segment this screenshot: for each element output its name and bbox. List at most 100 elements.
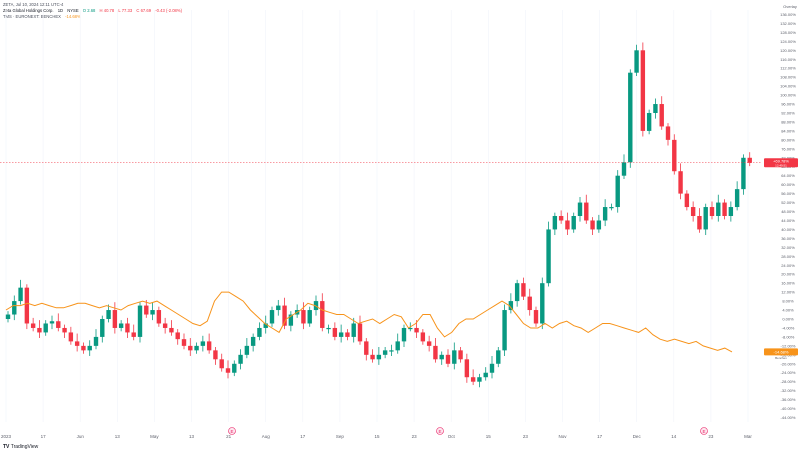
price-axis-label: 76.00% bbox=[781, 146, 795, 151]
symbol-legend[interactable]: Zeta Global Holdings Corp. 1D NYSE O 2.6… bbox=[3, 8, 185, 13]
candle-body bbox=[389, 350, 394, 352]
candle-body bbox=[244, 345, 250, 355]
earnings-event-icon[interactable]: E bbox=[700, 427, 708, 435]
candles bbox=[5, 42, 752, 388]
price-axis[interactable] bbox=[762, 0, 800, 453]
compare-line bbox=[5, 291, 733, 353]
candle-body bbox=[68, 332, 74, 342]
price-axis-label: 16.00% bbox=[781, 281, 795, 286]
candle-body bbox=[464, 359, 470, 378]
candle-body bbox=[426, 341, 432, 346]
svg-text:E: E bbox=[702, 429, 705, 434]
time-axis-label: May bbox=[150, 434, 159, 439]
time-axis-label: 23 bbox=[708, 434, 714, 439]
candle-body bbox=[100, 319, 105, 337]
candle-body bbox=[439, 354, 444, 360]
candle-body bbox=[43, 323, 48, 333]
current-price-badge bbox=[764, 158, 798, 168]
compare-name: TMS · EURONEXT: BENCHEX bbox=[3, 14, 61, 19]
candle-body bbox=[678, 171, 683, 194]
candle-body bbox=[24, 287, 30, 324]
time-axis-label: 13 bbox=[189, 434, 195, 439]
price-axis-label: 20.00% bbox=[781, 272, 795, 277]
time-axis-label: Nov bbox=[558, 434, 567, 439]
ohlc-low: L 77.33 bbox=[118, 8, 133, 13]
price-axis-label: 60.00% bbox=[781, 182, 795, 187]
candle-body bbox=[376, 354, 382, 360]
price-axis-label: 136.00% bbox=[780, 12, 796, 17]
candle-body bbox=[609, 207, 614, 209]
compare-value-badge bbox=[764, 348, 798, 356]
tradingview-logo-icon: TV bbox=[3, 444, 10, 450]
candle-body bbox=[351, 323, 356, 337]
candle-body bbox=[250, 336, 256, 346]
candle-body bbox=[420, 332, 426, 342]
candle-body bbox=[697, 216, 702, 230]
time-axis-label: Aug bbox=[262, 434, 271, 439]
earnings-event-icon[interactable]: E bbox=[228, 427, 236, 435]
candle-body bbox=[602, 207, 608, 221]
candle-body bbox=[225, 368, 231, 373]
candle-body bbox=[741, 157, 746, 190]
price-axis-label: -20.00% bbox=[781, 361, 796, 366]
candle-body bbox=[345, 332, 350, 337]
candle-body bbox=[558, 216, 564, 221]
compare-value-label: Benchex bbox=[775, 356, 787, 360]
candle-body bbox=[56, 321, 61, 328]
price-axis-label: 92.00% bbox=[781, 111, 795, 116]
candle-body bbox=[489, 363, 495, 373]
candle-body bbox=[150, 310, 155, 315]
candle-body bbox=[112, 310, 118, 328]
compare-value-text: -14.68% bbox=[774, 349, 789, 354]
candle-body bbox=[665, 126, 671, 140]
candle-body bbox=[93, 336, 99, 346]
candle-body bbox=[364, 341, 369, 355]
price-axis-label: 12.00% bbox=[781, 290, 795, 295]
tradingview-logo[interactable]: TV TradingView bbox=[3, 444, 38, 450]
candle-body bbox=[470, 377, 476, 382]
candle-body bbox=[433, 345, 438, 360]
price-axis-label: 72.00% bbox=[781, 155, 795, 160]
price-axis-label: -32.00% bbox=[781, 388, 796, 393]
ohlc-open: O 2.68 bbox=[82, 8, 96, 13]
candle-body bbox=[395, 341, 400, 351]
candle-body bbox=[118, 323, 124, 328]
svg-text:E: E bbox=[230, 429, 233, 434]
compare-legend[interactable]: TMS · EURONEXT: BENCHEX -14.68% bbox=[3, 14, 84, 19]
candle-body bbox=[747, 157, 752, 163]
price-axis-label: 52.00% bbox=[781, 200, 795, 205]
scale-mode-label[interactable]: Overlay bbox=[783, 4, 797, 9]
candle-body bbox=[144, 305, 149, 315]
candle-body bbox=[332, 327, 338, 337]
candle-body bbox=[87, 345, 92, 351]
candle-body bbox=[162, 323, 168, 328]
candle-body bbox=[496, 350, 501, 364]
candle-body bbox=[458, 350, 463, 360]
price-axis-label: -24.00% bbox=[781, 370, 796, 375]
candle-body bbox=[238, 354, 243, 364]
price-axis-label: 56.00% bbox=[781, 191, 795, 196]
candle-body bbox=[301, 310, 306, 324]
symbol-interval: 1D bbox=[57, 8, 64, 13]
candle-body bbox=[483, 372, 488, 378]
candle-body bbox=[181, 339, 187, 346]
candle-body bbox=[672, 139, 677, 172]
candle-body bbox=[508, 301, 514, 311]
candle-body bbox=[382, 350, 388, 355]
candle-body bbox=[30, 323, 36, 328]
time-axis-label: Oct bbox=[448, 434, 456, 439]
candle-body bbox=[5, 314, 11, 319]
candle-body bbox=[401, 327, 407, 342]
candle-body bbox=[546, 229, 551, 284]
candle-body bbox=[414, 327, 419, 333]
candle-body bbox=[565, 220, 570, 230]
price-axis-label: 44.00% bbox=[781, 218, 795, 223]
price-axis-label: -36.00% bbox=[781, 397, 796, 402]
candle-body bbox=[81, 345, 86, 351]
price-axis-label: 84.00% bbox=[781, 128, 795, 133]
candle-body bbox=[125, 323, 130, 333]
price-axis-label: 4.00% bbox=[782, 308, 794, 313]
candle-body bbox=[659, 104, 664, 127]
earnings-event-icon[interactable]: E bbox=[436, 427, 444, 435]
